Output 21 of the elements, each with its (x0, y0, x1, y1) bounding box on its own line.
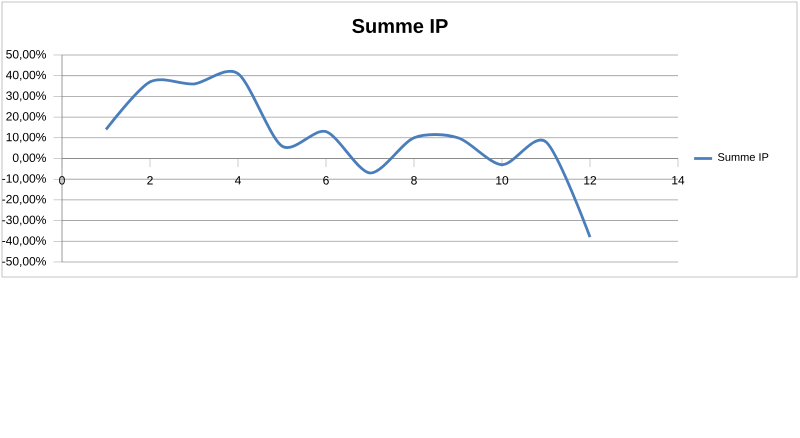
x-tick-label: 4 (234, 176, 241, 184)
y-tick-label: -10,00% (2, 174, 46, 184)
x-tick-label: 6 (323, 176, 329, 185)
y-tick-label: 40,00% (6, 70, 46, 81)
legend-label: Summe IP (718, 153, 768, 161)
y-tick-label: -30,00% (2, 216, 46, 226)
x-tick-label: 14 (672, 176, 684, 184)
y-tick-label: 10,00% (6, 132, 46, 143)
y-tick-label: 20,00% (6, 112, 46, 122)
y-tick-label: -50,00% (2, 257, 46, 267)
x-tick-label: 0 (59, 176, 65, 185)
y-tick-label: -20,00% (2, 194, 46, 205)
y-tick-label: 0,00% (12, 154, 46, 164)
x-tick-label: 10 (496, 176, 508, 185)
chart-title: Summe IP (352, 18, 448, 34)
y-tick-label: 30,00% (6, 91, 46, 102)
x-tick-label: 12 (584, 176, 596, 184)
y-tick-label: -40,00% (2, 236, 46, 246)
x-tick-label: 8 (411, 176, 417, 185)
x-tick-label: 2 (147, 176, 153, 184)
y-tick-label: 50,00% (6, 50, 46, 60)
